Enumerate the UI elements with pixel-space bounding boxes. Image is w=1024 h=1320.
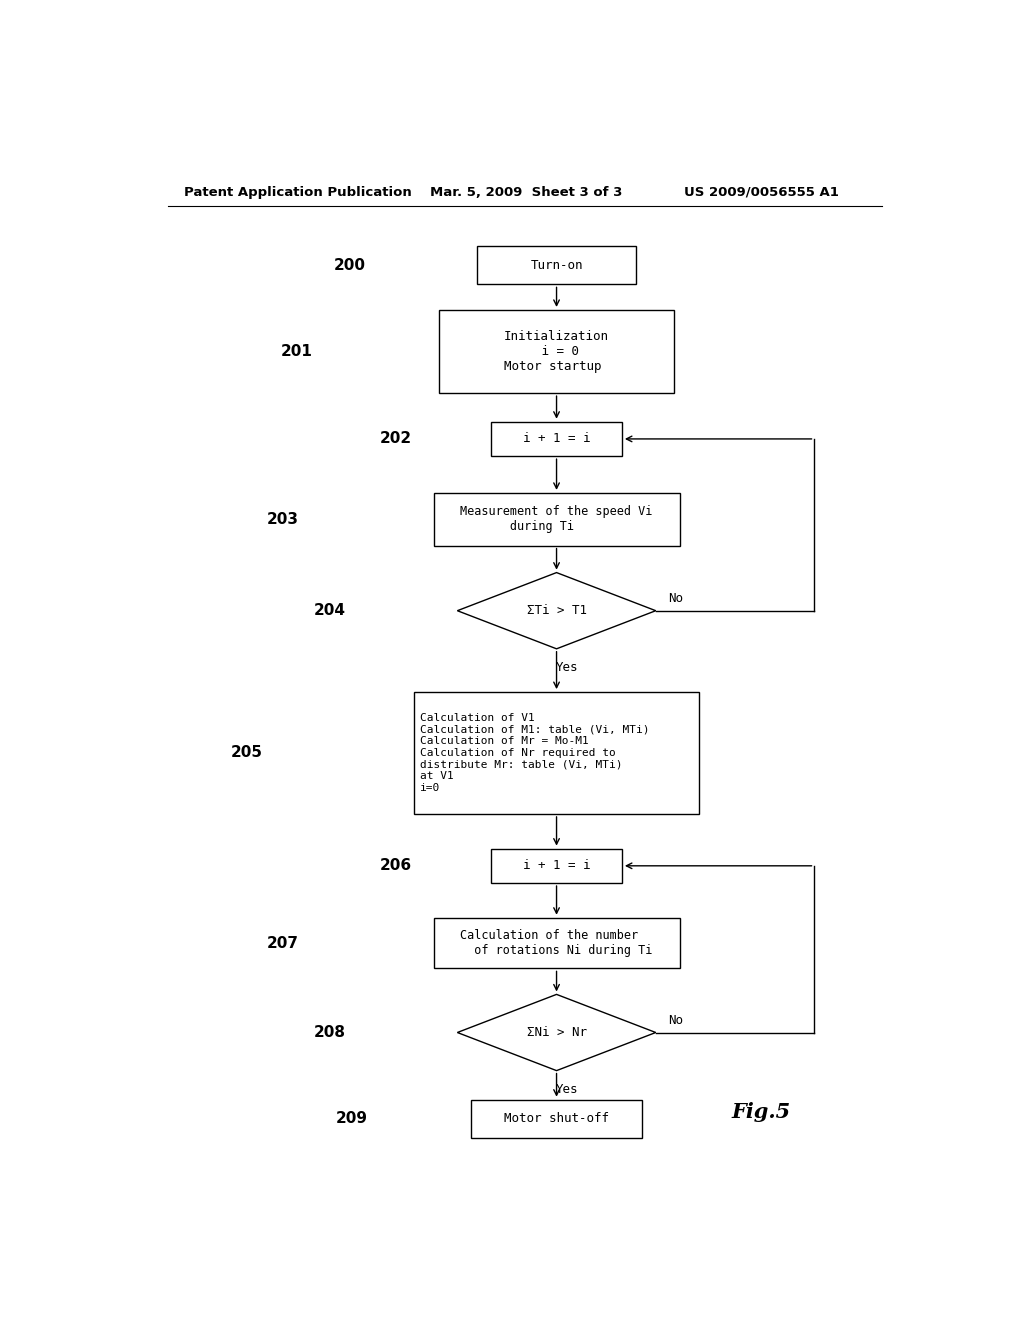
FancyBboxPatch shape <box>471 1100 642 1138</box>
Polygon shape <box>458 573 655 649</box>
FancyBboxPatch shape <box>492 421 622 457</box>
Text: Yes: Yes <box>556 661 579 675</box>
Text: Mar. 5, 2009  Sheet 3 of 3: Mar. 5, 2009 Sheet 3 of 3 <box>430 186 622 199</box>
Text: 206: 206 <box>380 858 412 874</box>
Text: Initialization
     i = 0
Motor startup: Initialization i = 0 Motor startup <box>504 330 609 374</box>
Text: 207: 207 <box>266 936 299 950</box>
Text: i + 1 = i: i + 1 = i <box>523 859 590 873</box>
Text: Fig.5: Fig.5 <box>731 1102 791 1122</box>
Text: i + 1 = i: i + 1 = i <box>523 433 590 445</box>
FancyBboxPatch shape <box>433 492 680 545</box>
Text: 204: 204 <box>314 603 346 618</box>
Text: 209: 209 <box>336 1111 368 1126</box>
FancyBboxPatch shape <box>492 849 622 883</box>
FancyBboxPatch shape <box>477 246 636 284</box>
FancyBboxPatch shape <box>414 692 699 814</box>
Text: ΣNi > Nr: ΣNi > Nr <box>526 1026 587 1039</box>
Text: No: No <box>668 1014 683 1027</box>
FancyBboxPatch shape <box>433 917 680 969</box>
Text: 201: 201 <box>281 345 312 359</box>
Text: Calculation of the number
  of rotations Ni during Ti: Calculation of the number of rotations N… <box>461 929 652 957</box>
Text: Turn-on: Turn-on <box>530 259 583 272</box>
Polygon shape <box>458 994 655 1071</box>
Text: 202: 202 <box>380 432 412 446</box>
FancyBboxPatch shape <box>439 310 674 393</box>
Text: ΣTi > T1: ΣTi > T1 <box>526 605 587 618</box>
Text: Calculation of V1
Calculation of M1: table (Vi, MTi)
Calculation of Mr = Mo-M1
C: Calculation of V1 Calculation of M1: tab… <box>420 713 649 793</box>
Text: 205: 205 <box>231 746 263 760</box>
Text: Measurement of the speed Vi
       during Ti: Measurement of the speed Vi during Ti <box>461 506 652 533</box>
Text: Yes: Yes <box>556 1082 579 1096</box>
Text: Patent Application Publication: Patent Application Publication <box>183 186 412 199</box>
Text: Motor shut-off: Motor shut-off <box>504 1113 609 1126</box>
Text: US 2009/0056555 A1: US 2009/0056555 A1 <box>684 186 839 199</box>
Text: 200: 200 <box>334 257 367 273</box>
Text: No: No <box>668 591 683 605</box>
Text: 208: 208 <box>314 1026 346 1040</box>
Text: 203: 203 <box>266 512 299 527</box>
